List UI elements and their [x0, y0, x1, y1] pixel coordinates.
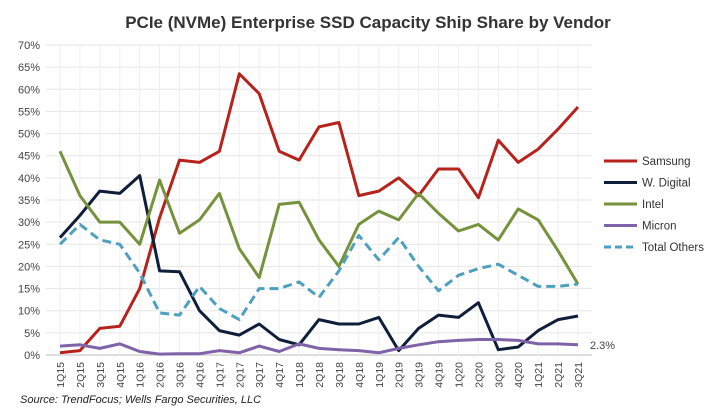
y-tick-label: 65% — [18, 62, 40, 74]
y-tick-label: 50% — [18, 129, 40, 141]
legend: Samsung W. Digital Intel Micron Total Others — [604, 156, 704, 254]
y-tick-label: 35% — [18, 195, 40, 207]
y-tick-label: 25% — [18, 239, 40, 251]
x-tick-label: 4Q15 — [115, 362, 127, 388]
x-tick-label: 1Q18 — [294, 362, 306, 388]
series-lines — [58, 72, 580, 356]
y-tick-label: 20% — [18, 261, 40, 273]
annotation-micron-last: 2.3% — [590, 340, 615, 352]
y-tick-label: 5% — [24, 328, 40, 340]
x-tick-label: 3Q20 — [493, 362, 505, 388]
x-tick-label: 1Q17 — [214, 362, 226, 388]
x-tick-label: 1Q16 — [135, 362, 147, 388]
y-tick-label: 40% — [18, 173, 40, 185]
x-axis: 1Q15 2Q15 3Q15 4Q15 1Q16 2Q16 3Q16 4Q16 1Q17 2Q17… — [55, 362, 585, 388]
x-tick-label: 4Q16 — [194, 362, 206, 388]
series-line-intel — [58, 150, 580, 285]
x-tick-label: 3Q18 — [334, 362, 346, 388]
y-tick-label: 10% — [18, 306, 40, 318]
x-tick-label: 2Q21 — [553, 362, 565, 388]
x-tick-label: 4Q19 — [434, 362, 446, 388]
y-tick-label: 15% — [18, 284, 40, 296]
series-line-micron — [59, 338, 579, 356]
y-axis: 0% 5% 10% 15% 20% 25% 30% 35% 40% 45% 50% 55% 60% 65%… — [18, 40, 40, 362]
y-tick-label: 70% — [18, 40, 40, 52]
x-tick-label: 2Q17 — [234, 362, 246, 388]
x-tick-label: 3Q17 — [254, 362, 266, 388]
x-tick-label: 3Q19 — [414, 362, 426, 388]
x-tick-label: 4Q18 — [354, 362, 366, 388]
legend-label: Samsung — [642, 156, 691, 168]
series-line-samsung — [59, 72, 580, 355]
x-tick-label: 4Q20 — [513, 362, 525, 388]
x-tick-label: 3Q21 — [573, 362, 585, 388]
x-tick-label: 1Q20 — [453, 362, 465, 388]
x-tick-label: 2Q20 — [473, 362, 485, 388]
x-tick-label: 4Q17 — [274, 362, 286, 388]
x-tick-label: 2Q19 — [394, 362, 406, 388]
y-tick-label: 60% — [18, 84, 40, 96]
x-tick-label: 2Q18 — [314, 362, 326, 388]
source-note: Source: TrendFocus; Wells Fargo Securiti… — [20, 394, 261, 406]
y-tick-label: 55% — [18, 106, 40, 118]
gridlines — [46, 44, 592, 356]
legend-label: Total Others — [642, 242, 704, 254]
x-tick-label: 1Q15 — [55, 362, 67, 388]
y-tick-label: 0% — [24, 350, 40, 362]
x-tick-label: 3Q15 — [95, 362, 107, 388]
x-tick-label: 2Q16 — [155, 362, 167, 388]
x-tick-label: 3Q16 — [175, 362, 187, 388]
chart-title: PCIe (NVMe) Enterprise SSD Capacity Ship… — [125, 13, 611, 32]
legend-label: Micron — [642, 221, 677, 233]
x-tick-label: 1Q21 — [533, 362, 545, 388]
series-line-w-digital — [58, 174, 579, 353]
y-tick-label: 45% — [18, 151, 40, 163]
legend-label: Intel — [642, 199, 664, 211]
x-tick-label: 2Q15 — [75, 362, 87, 388]
legend-label: W. Digital — [642, 178, 691, 190]
x-tick-label: 1Q19 — [374, 362, 386, 388]
y-tick-label: 30% — [18, 217, 40, 229]
